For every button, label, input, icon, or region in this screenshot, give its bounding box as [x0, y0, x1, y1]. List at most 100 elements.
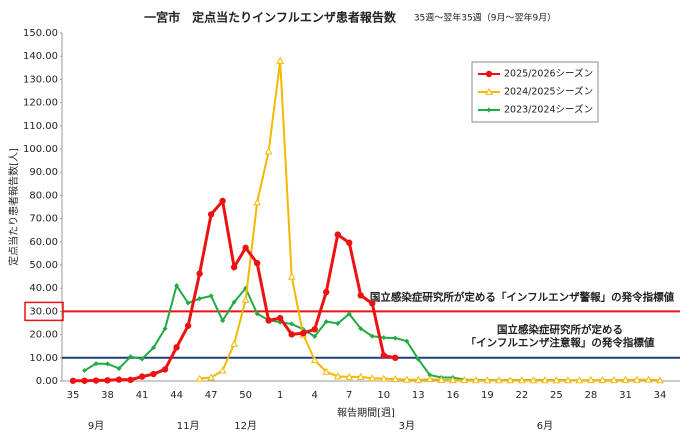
reference-label: 国立感染症研究所が定める — [497, 323, 623, 336]
y-tick-label: 80.00 — [29, 190, 58, 201]
data-point — [116, 365, 122, 371]
data-point — [311, 326, 318, 333]
legend-label: 2023/2024シーズン — [504, 104, 593, 116]
data-point — [415, 356, 421, 362]
legend-marker — [485, 87, 493, 95]
data-point — [358, 326, 364, 332]
data-point — [150, 370, 157, 378]
data-point — [104, 377, 111, 384]
month-label: 3月 — [399, 420, 415, 432]
data-point — [437, 375, 446, 383]
data-point — [644, 375, 653, 383]
data-point — [587, 376, 595, 384]
data-point — [346, 311, 352, 317]
x-tick-label: 47 — [205, 390, 218, 401]
x-tick-label: 13 — [412, 390, 425, 401]
x-tick-label: 44 — [170, 390, 183, 401]
series-line — [73, 197, 396, 383]
data-point — [220, 318, 226, 324]
data-point — [633, 375, 641, 383]
data-point — [69, 377, 77, 384]
data-point — [402, 375, 411, 383]
data-point — [506, 376, 515, 384]
data-point — [518, 376, 526, 384]
chart-subtitle: 35週～翌年35週（9月～翌年9月） — [414, 12, 556, 24]
data-point — [425, 375, 434, 383]
x-tick-label: 28 — [585, 390, 598, 401]
data-point — [427, 372, 433, 378]
data-point — [105, 361, 111, 367]
data-point — [323, 319, 329, 325]
y-tick-label: 70.00 — [29, 214, 58, 225]
data-point — [356, 372, 365, 380]
y-tick-label: 60.00 — [29, 237, 58, 248]
x-tick-label: 22 — [516, 390, 529, 401]
data-point — [404, 338, 410, 344]
y-tick-label: 130.00 — [23, 74, 58, 85]
x-axis-label: 報告期間[週] — [337, 406, 395, 419]
x-tick-label: 41 — [136, 390, 149, 401]
legend-marker — [486, 107, 492, 113]
data-point — [460, 376, 469, 384]
y-axis-label: 定点当たり患者報告数[人] — [7, 148, 20, 266]
data-point — [287, 272, 296, 280]
data-point — [276, 314, 284, 322]
data-point — [299, 330, 307, 337]
x-tick-label: 19 — [481, 390, 494, 401]
month-label: 12月 — [234, 420, 257, 432]
data-point — [552, 376, 561, 384]
x-tick-label: 31 — [619, 390, 632, 401]
data-point — [448, 376, 457, 384]
data-point — [529, 376, 538, 384]
data-point — [322, 367, 331, 375]
y-tick-label: 100.00 — [23, 144, 58, 155]
data-point — [472, 376, 480, 384]
data-point — [115, 376, 123, 383]
data-point — [346, 239, 353, 246]
data-point — [207, 373, 215, 381]
data-point — [312, 333, 318, 339]
month-label: 9月 — [88, 420, 104, 432]
data-point — [197, 296, 203, 302]
data-point — [369, 300, 376, 307]
data-point — [264, 147, 273, 155]
data-point — [128, 354, 134, 360]
y-tick-label: 120.00 — [23, 98, 58, 109]
data-point — [185, 300, 191, 306]
reference-label: 「インフルエンザ注意報」の発令指標値 — [466, 336, 655, 349]
data-point — [253, 259, 261, 267]
data-point — [276, 56, 285, 64]
data-point — [289, 321, 295, 327]
data-point — [81, 377, 88, 384]
legend-marker — [485, 70, 493, 78]
x-tick-label: 4 — [312, 390, 318, 401]
data-point — [392, 354, 399, 361]
data-point — [195, 374, 204, 382]
data-point — [288, 331, 295, 338]
x-tick-label: 50 — [239, 390, 252, 401]
y-tick-label: 90.00 — [29, 167, 58, 178]
data-point — [196, 270, 203, 277]
data-point — [265, 317, 272, 324]
data-point — [230, 339, 238, 347]
data-point — [621, 375, 630, 383]
y-tick-label: 110.00 — [23, 121, 58, 132]
data-point — [219, 197, 226, 205]
y-tick-label: 0.00 — [36, 376, 58, 387]
data-point — [369, 333, 375, 339]
data-point — [161, 366, 169, 373]
data-point — [380, 352, 387, 359]
data-point — [335, 320, 341, 326]
data-point — [392, 335, 398, 341]
data-point — [218, 366, 227, 374]
data-point — [379, 374, 388, 382]
data-point — [241, 295, 250, 303]
x-tick-label: 35 — [67, 390, 80, 401]
x-tick-label: 1 — [277, 390, 283, 401]
x-tick-label: 10 — [377, 390, 390, 401]
data-point — [334, 231, 341, 238]
data-point — [483, 376, 492, 384]
y-tick-label: 20.00 — [29, 330, 58, 341]
x-tick-label: 38 — [101, 390, 114, 401]
data-point — [323, 288, 330, 296]
